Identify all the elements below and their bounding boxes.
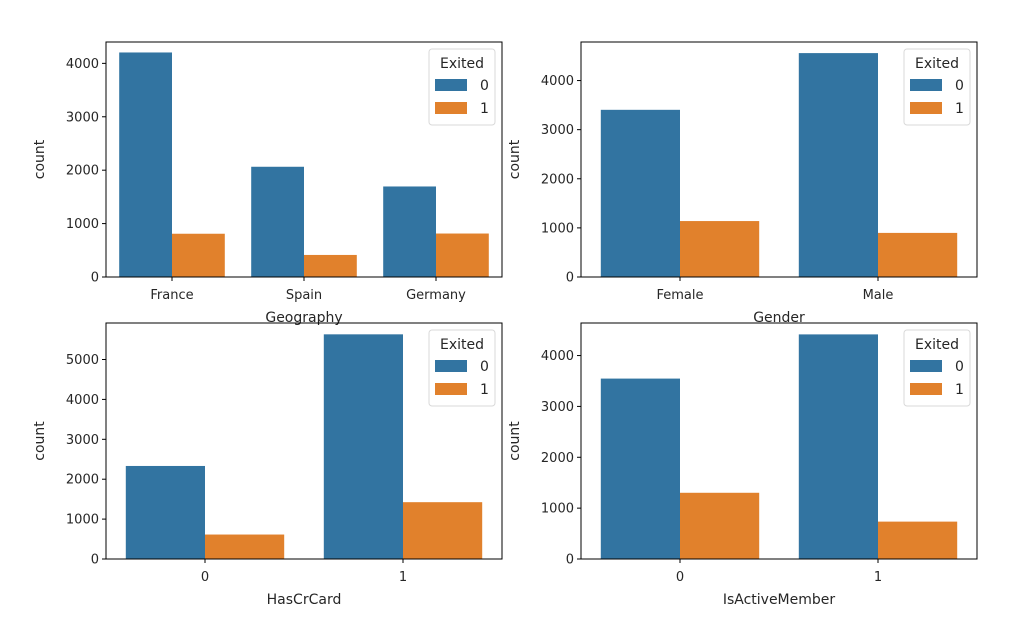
bar-1-exited-0 — [798, 334, 878, 559]
legend-swatch-exited-0 — [435, 79, 467, 91]
x-tick-label: Male — [863, 288, 894, 303]
x-tick-label: 0 — [676, 570, 684, 585]
legend: Exited 0 1 — [903, 329, 971, 407]
legend-swatch-exited-1 — [910, 383, 942, 395]
axes-frame — [580, 322, 978, 560]
axes-frame — [105, 322, 503, 560]
subplot-1: 0 1000 2000 3000 4000 France Spain Germany Geogr… — [32, 41, 503, 326]
bar-france-exited-1 — [172, 233, 225, 277]
y-axis-label: count — [32, 139, 48, 179]
legend-label: 0 — [955, 78, 964, 94]
x-tick-label: 1 — [399, 570, 407, 585]
x-tick-label: 0 — [201, 570, 209, 585]
y-tick-label: 4000 — [66, 393, 99, 408]
y-tick-label: 0 — [566, 271, 574, 286]
y-tick-label: 3000 — [66, 110, 99, 125]
y-tick-label: 3000 — [541, 400, 574, 415]
y-tick-label: 0 — [91, 553, 99, 568]
bar-male-exited-1 — [878, 232, 958, 277]
y-axis-label: count — [32, 421, 48, 461]
y-tick-label: 3000 — [541, 123, 574, 138]
bar-1-exited-0 — [323, 334, 403, 559]
y-tick-label: 1000 — [541, 502, 574, 517]
x-axis-label: IsActiveMember — [723, 592, 836, 608]
subplot-4: 0 1000 2000 3000 4000 0 1 IsActiveMember count Ex… — [507, 322, 978, 608]
bar-spain-exited-1 — [304, 254, 357, 277]
axes-frame — [580, 41, 978, 278]
legend: Exited 0 1 — [428, 48, 496, 126]
x-tick-label: Germany — [406, 288, 466, 303]
bar-0-exited-0 — [600, 378, 680, 559]
y-tick-label: 5000 — [66, 353, 99, 368]
y-tick-label: 2000 — [66, 164, 99, 179]
legend-swatch-exited-0 — [435, 360, 467, 372]
bar-female-exited-1 — [680, 221, 760, 277]
y-tick-label: 3000 — [66, 433, 99, 448]
y-tick-label: 4000 — [541, 74, 574, 89]
legend-title: Exited — [440, 337, 484, 353]
x-tick-label: France — [150, 288, 193, 303]
y-tick-label: 1000 — [66, 513, 99, 528]
y-tick-label: 4000 — [541, 349, 574, 364]
legend-swatch-exited-0 — [910, 360, 942, 372]
x-tick-label: Female — [656, 288, 703, 303]
y-tick-label: 1000 — [541, 221, 574, 236]
legend-title: Exited — [440, 56, 484, 72]
bar-0-exited-1 — [205, 534, 285, 559]
legend-swatch-exited-0 — [910, 79, 942, 91]
y-axis-label: count — [507, 139, 523, 179]
x-tick-label: 1 — [874, 570, 882, 585]
y-axis-label: count — [507, 421, 523, 461]
legend-swatch-exited-1 — [910, 102, 942, 114]
subplot-2: 0 1000 2000 3000 4000 Female Male Gender count Ex… — [507, 41, 978, 326]
subplot-3: 0 1000 2000 3000 4000 5000 0 1 HasCrCard count Exi… — [32, 322, 503, 608]
legend-swatch-exited-1 — [435, 383, 467, 395]
legend-label: 1 — [955, 382, 964, 398]
bar-0-exited-1 — [680, 492, 760, 559]
bar-france-exited-0 — [119, 52, 172, 277]
legend-label: 1 — [955, 101, 964, 117]
legend-title: Exited — [915, 337, 959, 353]
bar-germany-exited-0 — [383, 186, 436, 277]
legend-label: 1 — [480, 101, 489, 117]
legend-label: 0 — [480, 78, 489, 94]
y-tick-label: 1000 — [66, 217, 99, 232]
bar-spain-exited-0 — [251, 166, 304, 277]
bar-male-exited-0 — [798, 53, 878, 277]
bar-1-exited-1 — [403, 502, 483, 559]
x-axis-label: Gender — [753, 310, 805, 326]
y-tick-label: 0 — [91, 271, 99, 286]
legend-label: 0 — [955, 359, 964, 375]
legend: Exited 0 1 — [903, 48, 971, 126]
y-tick-label: 2000 — [541, 172, 574, 187]
bar-female-exited-0 — [600, 109, 680, 277]
x-tick-label: Spain — [286, 288, 322, 303]
legend: Exited 0 1 — [428, 329, 496, 407]
y-tick-label: 0 — [566, 553, 574, 568]
bar-germany-exited-1 — [436, 233, 489, 277]
bar-1-exited-1 — [878, 521, 958, 559]
legend-label: 1 — [480, 382, 489, 398]
bar-0-exited-0 — [125, 465, 205, 559]
x-axis-label: Geography — [265, 310, 342, 326]
y-tick-label: 4000 — [66, 57, 99, 72]
legend-title: Exited — [915, 56, 959, 72]
x-axis-label: HasCrCard — [267, 592, 342, 608]
y-tick-label: 2000 — [66, 473, 99, 488]
y-tick-label: 2000 — [541, 451, 574, 466]
legend-swatch-exited-1 — [435, 102, 467, 114]
legend-label: 0 — [480, 359, 489, 375]
